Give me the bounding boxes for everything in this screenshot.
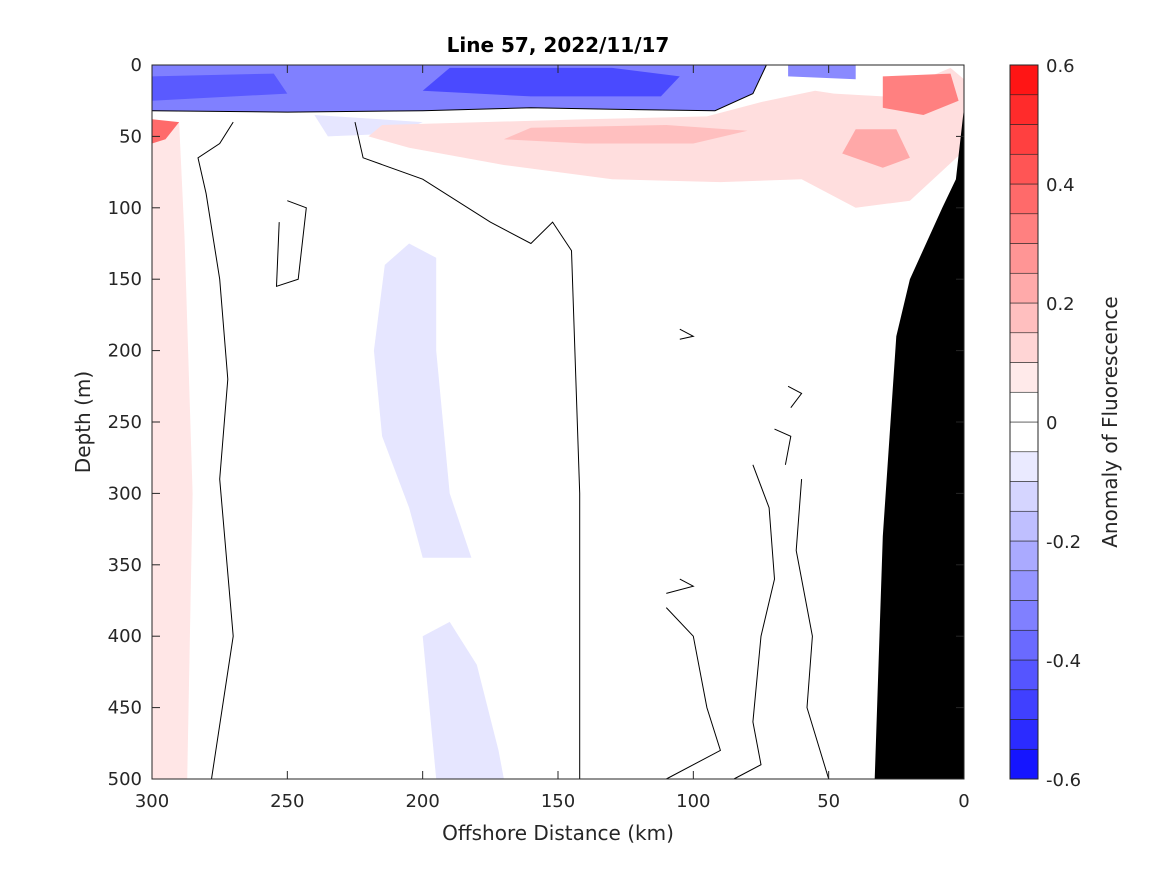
colorbar-tick-label: -0.2: [1046, 532, 1081, 553]
colorbar-tick-label: 0: [1046, 413, 1057, 434]
colorbar-segment: [1009, 183, 1039, 215]
y-tick-label: 0: [131, 55, 142, 76]
y-axis: 0 50 100 150 200 250 300 350 400 450 500: [108, 55, 964, 790]
x-tick-label: 150: [541, 791, 575, 812]
contour-fill-mid-negative-plume: [373, 243, 472, 558]
contour-fill-left-edge-positive: [152, 122, 193, 780]
colorbar-segment: [1009, 153, 1039, 185]
zero-contour-line-9: [795, 479, 830, 780]
zero-contour-line-6: [787, 385, 803, 409]
colorbar-segment: [1009, 689, 1039, 720]
colorbar-segment: [1009, 481, 1039, 512]
colorbar-segment: [1009, 391, 1039, 423]
contour-fill-subsurface-positive-core-a: [503, 125, 748, 144]
colorbar-segment: [1009, 451, 1039, 482]
y-tick-label: 250: [108, 412, 142, 433]
colorbar-segment: [1009, 272, 1039, 304]
colorbar-segment: [1009, 332, 1039, 363]
x-tick-label: 50: [817, 791, 840, 812]
x-tick-label: 100: [676, 791, 710, 812]
x-tick-label: 300: [135, 791, 169, 812]
colorbar-tick-label: -0.4: [1046, 651, 1081, 672]
x-tick-label: 250: [270, 791, 304, 812]
colorbar: -0.6 -0.4 -0.2 0 0.2 0.4 0.6: [1009, 56, 1081, 791]
y-tick-label: 50: [119, 126, 142, 147]
colorbar-segment: [1009, 64, 1039, 96]
y-tick-label: 500: [108, 769, 142, 790]
zero-contour-line-11: [666, 578, 695, 594]
colorbar-segment: [1009, 362, 1039, 393]
colorbar-segment: [1009, 421, 1039, 453]
zero-contour-line-8: [733, 464, 776, 780]
colorbar-segment: [1009, 570, 1039, 601]
colorbar-segment: [1009, 124, 1039, 155]
colorbar-segment: [1009, 94, 1039, 125]
zero-contour-line-10: [665, 607, 722, 780]
colorbar-segment: [1009, 213, 1039, 244]
contour-fill-left-edge-positive-core: [152, 119, 180, 144]
contour-fill-subsurface-positive-core-c: [882, 73, 959, 115]
colorbar-tick-label: 0.2: [1046, 294, 1075, 315]
chart-title: Line 57, 2022/11/17: [447, 33, 670, 57]
y-tick-label: 450: [108, 698, 142, 719]
plot-area: [151, 64, 965, 780]
zero-contour-line-5: [679, 328, 695, 340]
y-tick-label: 150: [108, 269, 142, 290]
x-axis-label: Offshore Distance (km): [442, 821, 674, 845]
contour-fill-surface-negative-core: [422, 67, 680, 97]
x-axis: 300 250 200 150 100 50 0: [135, 65, 970, 812]
colorbar-segment: [1009, 600, 1039, 631]
zero-contour-line-1: [151, 64, 767, 113]
y-tick-label: 100: [108, 198, 142, 219]
zero-contour-line-7: [774, 428, 792, 465]
colorbar-tick-label: -0.6: [1046, 770, 1081, 791]
colorbar-segment: [1009, 719, 1039, 750]
colorbar-segment: [1009, 302, 1039, 334]
zero-contour-line-4: [275, 200, 307, 287]
contour-fill-subsurface-positive-core-b: [842, 129, 910, 168]
x-tick-label: 200: [405, 791, 439, 812]
x-tick-label: 0: [958, 791, 969, 812]
y-tick-label: 200: [108, 341, 142, 362]
zero-contour-line-3: [354, 121, 581, 779]
contour-fill-deep-negative-plume: [422, 621, 504, 779]
y-tick-label: 350: [108, 555, 142, 576]
colorbar-tick-label: 0.6: [1046, 56, 1075, 77]
colorbar-label: Anomaly of Fluorescence: [1098, 296, 1122, 547]
y-tick-label: 400: [108, 626, 142, 647]
colorbar-frame: [1009, 64, 1039, 780]
colorbar-segment: [1009, 243, 1039, 274]
colorbar-segment: [1009, 659, 1039, 691]
colorbar-tick-label: 0.4: [1046, 175, 1075, 196]
contour-fill-surface-negative-left: [152, 73, 288, 101]
colorbar-segment: [1009, 510, 1039, 542]
y-tick-label: 300: [108, 483, 142, 504]
colorbar-segment: [1009, 629, 1039, 661]
contour-fill-surface-negative-right: [788, 65, 856, 80]
colorbar-segment: [1009, 540, 1039, 572]
zero-contour-line-2: [197, 121, 234, 780]
y-axis-label: Depth (m): [71, 371, 95, 473]
colorbar-segment: [1009, 748, 1039, 780]
bathymetry-mask: [874, 107, 964, 780]
